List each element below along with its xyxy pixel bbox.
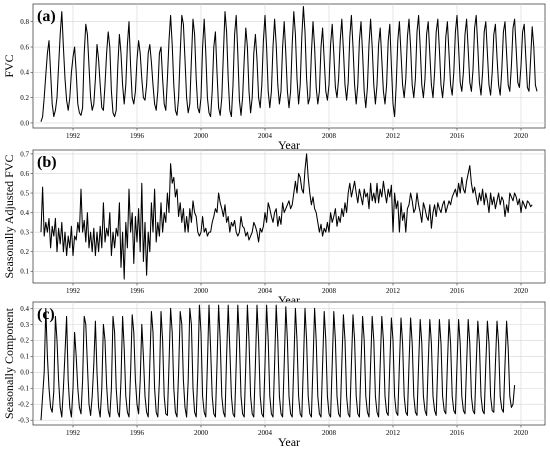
panel-label-a: (a) [37, 8, 56, 25]
panel-b: 1992 1996 2000 2004 2008 2012 2016 2020 0.1 0.2 0.… [2, 149, 546, 307]
y-tick-label-a: 0.0 [20, 119, 29, 127]
y-tick-label-a: 0.6 [20, 43, 29, 51]
x-tick-label-c: 1996 [130, 429, 145, 437]
y-tick-label-a: 0.2 [20, 94, 29, 102]
x-tick-label-a: 2012 [386, 132, 401, 140]
y-tick-label-b: 0.5 [20, 189, 29, 197]
panel-label-c: (c) [37, 306, 55, 323]
y-axis-title-b: Seasonally Adjusted FVC [2, 154, 16, 278]
x-tick-label-a: 2020 [514, 132, 529, 140]
plot-frame-a [32, 3, 546, 129]
x-tick-label-c: 1992 [66, 429, 81, 437]
y-tick-label-c: -0.1 [18, 385, 30, 393]
x-tick-label-b: 2016 [450, 287, 465, 295]
x-tick-label-a: 2000 [194, 132, 209, 140]
series-line-b [40, 153, 533, 280]
x-tick-label-c: 2020 [514, 429, 529, 437]
x-tick-label-a: 2004 [258, 132, 273, 140]
y-tick-label-b: 0.2 [20, 248, 29, 256]
panel-a: 1992 1996 2000 2004 2008 2012 2016 2020 0.0 0.2 0.… [2, 3, 546, 152]
x-tick-label-a: 2016 [450, 132, 465, 140]
x-axis-title-a: Year [278, 138, 300, 152]
y-axis-title-a: FVC [2, 54, 16, 77]
x-tick-label-c: 2016 [450, 429, 465, 437]
panel-c: 1992 1996 2000 2004 2008 2012 2016 2020 -0.3 -0.2… [2, 301, 546, 449]
y-tick-label-c: -0.2 [18, 401, 30, 409]
y-tick-label-c: 0.0 [20, 369, 29, 377]
x-tick-label-a: 2008 [322, 132, 337, 140]
y-tick-label-c: 0.3 [20, 321, 29, 329]
x-tick-label-b: 2012 [386, 287, 401, 295]
y-tick-label-a: 0.4 [20, 69, 29, 77]
x-tick-label-b: 2008 [322, 287, 337, 295]
x-axis-title-c: Year [278, 435, 300, 449]
x-tick-label-c: 2004 [258, 429, 273, 437]
y-axis-title-c: Seasonally Component [2, 307, 16, 419]
x-tick-label-a: 1992 [66, 132, 81, 140]
x-tick-label-b: 2004 [258, 287, 273, 295]
y-tick-label-b: 0.4 [20, 209, 29, 217]
y-tick-label-b: 0.7 [20, 150, 29, 158]
x-tick-label-b: 2020 [514, 287, 529, 295]
x-tick-label-b: 1992 [66, 287, 81, 295]
series-line-a [40, 6, 538, 122]
x-tick-label-b: 2000 [194, 287, 209, 295]
y-tick-label-b: 0.6 [20, 170, 29, 178]
x-tick-label-c: 2012 [386, 429, 401, 437]
x-tick-label-c: 2008 [322, 429, 337, 437]
x-tick-label-c: 2000 [194, 429, 209, 437]
y-tick-label-c: 0.4 [20, 305, 29, 313]
y-tick-label-c: 0.2 [20, 337, 29, 345]
x-tick-label-a: 1996 [130, 132, 145, 140]
panel-label-b: (b) [37, 154, 57, 171]
y-tick-label-c: -0.3 [18, 417, 30, 425]
y-tick-label-b: 0.3 [20, 229, 29, 237]
y-tick-label-c: 0.1 [20, 353, 29, 361]
series-line-c [40, 304, 516, 421]
y-tick-label-b: 0.1 [20, 268, 29, 276]
y-tick-label-a: 0.8 [20, 18, 29, 26]
x-tick-label-b: 1996 [130, 287, 145, 295]
